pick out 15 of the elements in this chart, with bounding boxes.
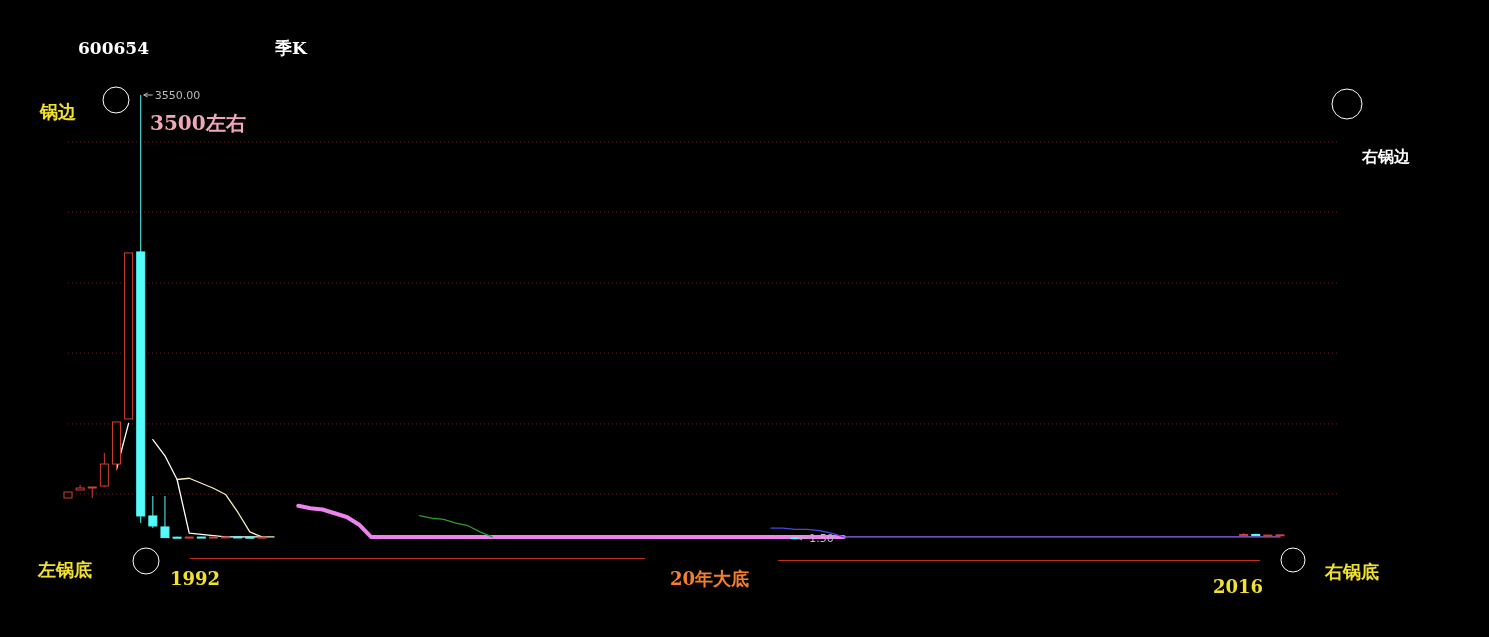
text: 右锅边 [1361,147,1411,166]
chart-title: 600654 [78,38,150,58]
candlestick [160,495,170,539]
candlestick [148,495,158,529]
annotation: 3500左右 [150,111,246,135]
chart-subtitle: 季K [274,38,308,58]
text: 20年大底 [670,568,750,589]
text: 右锅底 [1324,561,1379,582]
candlestick [99,452,109,488]
annotation: 1.50 [809,532,834,545]
text: 1992 [170,568,221,589]
text: 2016 [1213,576,1264,597]
annotation: 锅边 [39,101,77,122]
annotation: 3550.00 [154,89,201,102]
text: 左锅底 [37,559,92,580]
